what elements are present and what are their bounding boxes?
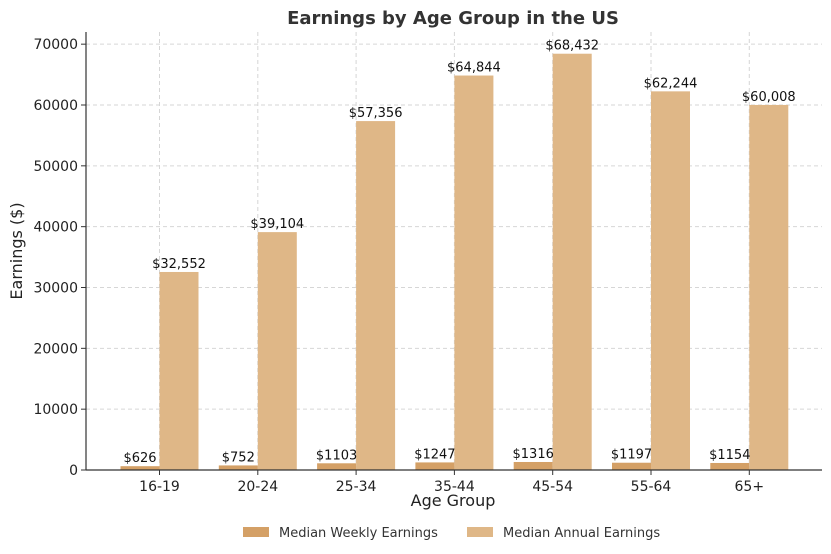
data-label-annual: $62,244 bbox=[644, 76, 698, 91]
bar-weekly bbox=[317, 463, 357, 470]
data-label-annual: $32,552 bbox=[152, 257, 206, 272]
legend-label: Median Annual Earnings bbox=[503, 526, 660, 541]
y-tick-label: 70000 bbox=[33, 37, 78, 53]
data-labels-layer: $626 $752 $1103 $1247 $1316 $1197 $1154 $32,552… bbox=[123, 39, 795, 466]
data-label-weekly: $626 bbox=[123, 451, 156, 466]
data-label-annual: $57,356 bbox=[349, 106, 403, 121]
data-label-weekly: $1103 bbox=[316, 448, 357, 463]
bar-annual bbox=[454, 75, 494, 470]
data-label-annual: $68,432 bbox=[545, 39, 599, 54]
data-label-annual: $60,008 bbox=[742, 90, 796, 105]
bar-annual bbox=[159, 271, 199, 470]
data-label-weekly: $1154 bbox=[709, 448, 750, 463]
x-tick-label: 35-44 bbox=[434, 479, 475, 495]
bar-weekly bbox=[218, 465, 258, 470]
data-label-annual: $64,844 bbox=[447, 61, 501, 76]
y-tick-label: 20000 bbox=[33, 341, 78, 357]
data-label-annual: $39,104 bbox=[250, 217, 304, 232]
legend: Median Weekly Earnings Median Annual Earn… bbox=[243, 526, 660, 541]
bars-layer bbox=[120, 53, 789, 471]
x-tick-label: 45-54 bbox=[532, 479, 573, 495]
bar-annual bbox=[356, 121, 396, 470]
legend-label: Median Weekly Earnings bbox=[279, 526, 438, 541]
legend-swatch bbox=[467, 527, 493, 537]
bar-weekly bbox=[710, 462, 750, 470]
data-label-weekly: $752 bbox=[222, 450, 255, 465]
y-axis-label: Earnings ($) bbox=[7, 202, 26, 299]
x-axis-label: Age Group bbox=[411, 491, 496, 510]
y-tick-label: 30000 bbox=[33, 281, 78, 297]
x-tick-label: 65+ bbox=[735, 479, 765, 495]
bar-annual bbox=[257, 232, 297, 470]
data-label-weekly: $1316 bbox=[513, 447, 554, 462]
bar-annual bbox=[749, 104, 789, 471]
data-label-weekly: $1197 bbox=[611, 448, 652, 463]
bar-weekly bbox=[612, 462, 651, 470]
x-tick-label: 55-64 bbox=[631, 479, 672, 495]
bar-weekly bbox=[415, 462, 455, 470]
chart-title: Earnings by Age Group in the US bbox=[287, 8, 619, 29]
x-tick-label: 16-19 bbox=[139, 479, 180, 495]
bar-weekly bbox=[513, 461, 553, 470]
bar-annual bbox=[651, 91, 690, 470]
y-tick-label: 50000 bbox=[33, 159, 78, 175]
x-tick-label: 25-34 bbox=[336, 479, 377, 495]
bar-weekly bbox=[120, 466, 160, 470]
legend-swatch bbox=[243, 527, 269, 537]
data-label-weekly: $1247 bbox=[414, 447, 455, 462]
x-tick-label: 20-24 bbox=[237, 479, 278, 495]
bar-annual bbox=[552, 53, 592, 471]
y-tick-label: 60000 bbox=[33, 98, 78, 114]
y-tick-label: 0 bbox=[69, 463, 78, 479]
y-tick-label: 40000 bbox=[33, 220, 78, 236]
axes-layer: 0 10000 20000 30000 40000 50000 60000 70000 16-1… bbox=[33, 32, 822, 495]
y-tick-label: 10000 bbox=[33, 402, 78, 418]
